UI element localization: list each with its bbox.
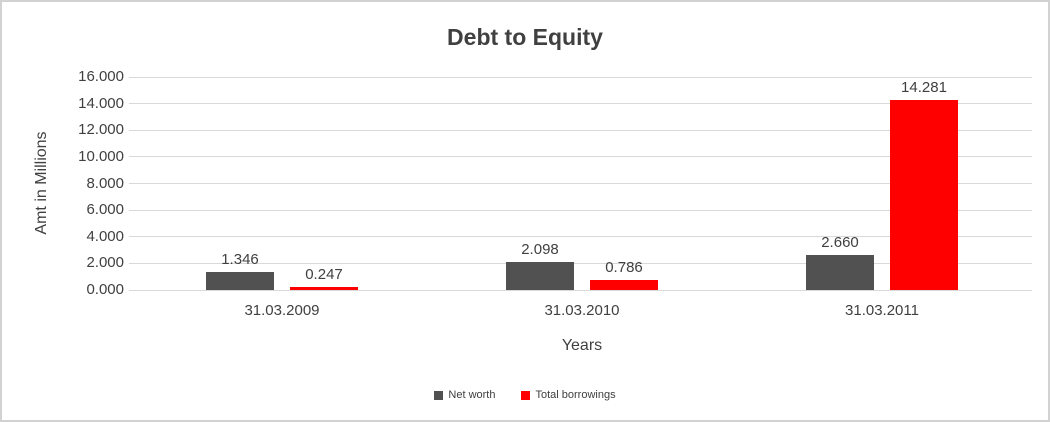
plot-area: 0.000 2.000 4.000 6.000 8.000 10.000 12.000 14.… (78, 68, 1032, 319)
gridline (129, 209, 1032, 211)
legend-label: Net worth (448, 389, 496, 401)
chart-title: Debt to Equity (447, 24, 603, 50)
y-axis-tick-label: 4.000 (86, 227, 124, 245)
data-label: 1.346 (221, 251, 259, 269)
bar-total-borrowings (290, 286, 358, 290)
bar-net-worth (506, 262, 574, 290)
data-label: 2.660 (821, 233, 859, 251)
gridline (129, 183, 1032, 184)
x-axis-category-label: 31.03.2010 (544, 302, 620, 319)
gridline (129, 129, 1032, 131)
y-axis-tick-label: 14.000 (78, 94, 124, 112)
legend-item-net-worth: Net worth (434, 389, 495, 401)
gridline (129, 76, 1032, 78)
data-label: 2.098 (521, 241, 559, 259)
legend-label: Total borrowings (535, 389, 616, 401)
legend-marker-icon (521, 390, 531, 400)
bar-net-worth (206, 272, 274, 290)
y-axis-tick-label: 6.000 (86, 201, 124, 219)
y-axis-tick-label: 0.000 (86, 281, 124, 298)
bar-total-borrowings (890, 99, 958, 290)
gridline (129, 236, 1032, 238)
gridline (129, 289, 1032, 291)
legend-item-total-borrowings: Total borrowings (521, 389, 616, 401)
x-axis-category-label: 31.03.2009 (244, 302, 320, 319)
data-label: 0.786 (605, 258, 643, 276)
bar-total-borrowings (590, 279, 658, 290)
bar-net-worth (806, 254, 874, 290)
gridline (129, 262, 1032, 264)
gridline (129, 103, 1032, 105)
x-axis-title: Years (561, 337, 603, 354)
y-axis-tick-label: 2.000 (86, 254, 124, 272)
y-axis-tick-label: 12.000 (78, 121, 124, 139)
x-axis-category-label: 31.03.2011 (845, 302, 919, 319)
y-axis-tick-label: 16.000 (78, 68, 124, 85)
y-axis-tick-label: 10.000 (78, 147, 124, 165)
gridline (129, 156, 1032, 158)
legend-marker-icon (434, 390, 444, 400)
data-label: 0.247 (305, 265, 343, 283)
data-label: 14.281 (901, 78, 947, 96)
y-axis-tick-label: 8.000 (86, 174, 124, 192)
legend: Net worth Total borrowings (2, 387, 1048, 403)
